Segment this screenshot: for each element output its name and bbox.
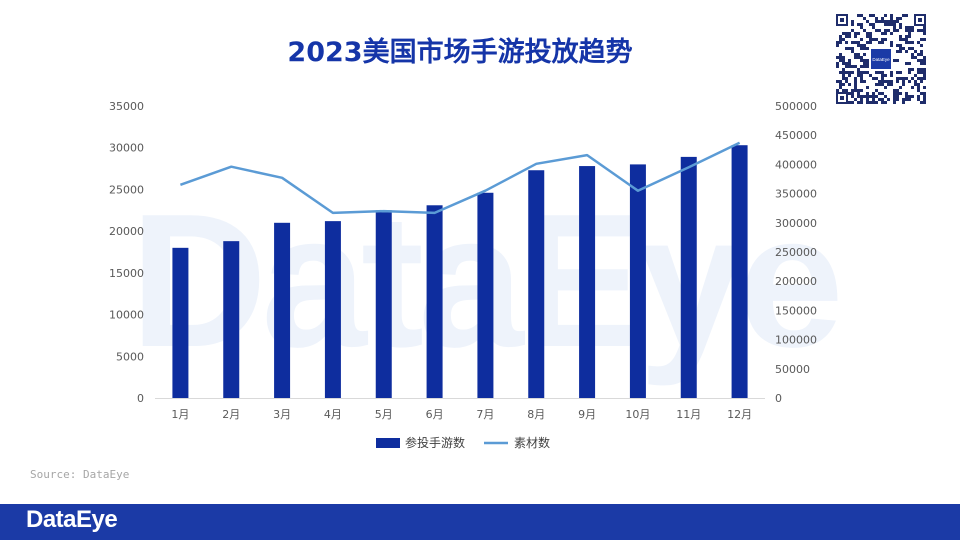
bar — [324, 221, 341, 398]
bar — [172, 247, 189, 398]
bar — [274, 222, 291, 398]
bar — [579, 166, 596, 398]
y-right-tick-label: 50000 — [775, 363, 810, 376]
footer-bar: DataEye — [0, 504, 960, 540]
legend-bar-swatch — [376, 438, 400, 448]
source-note: Source: DataEye — [30, 468, 130, 481]
legend-label: 素材数 — [514, 435, 550, 450]
x-tick-label: 4月 — [324, 408, 342, 421]
x-tick-label: 12月 — [727, 408, 752, 421]
series-line — [179, 141, 741, 215]
y-right-tick-label: 400000 — [775, 158, 817, 171]
y-right-tick-label: 200000 — [775, 275, 817, 288]
y-right-tick-label: 100000 — [775, 334, 817, 347]
x-tick-label: 6月 — [426, 408, 444, 421]
bar — [731, 145, 748, 398]
x-tick-label: 2月 — [222, 408, 240, 421]
qr-code-image: DataEye — [836, 14, 926, 104]
bar — [426, 205, 443, 398]
bar — [477, 192, 494, 398]
y-left-tick-label: 25000 — [109, 183, 144, 196]
y-right-tick-label: 450000 — [775, 129, 817, 142]
bar — [223, 241, 240, 398]
x-tick-label: 11月 — [676, 408, 701, 421]
qr-center-text: DataEye — [872, 57, 890, 62]
chart-title: 2023美国市场手游投放趋势 — [287, 37, 633, 68]
y-right-tick-label: 0 — [775, 392, 782, 405]
y-left-tick-label: 0 — [137, 392, 144, 405]
y-left-tick-label: 15000 — [109, 267, 144, 280]
x-tick-label: 1月 — [171, 408, 189, 421]
y-right-tick-label: 500000 — [775, 100, 817, 113]
y-right-tick-label: 350000 — [775, 188, 817, 201]
y-right-tick-label: 250000 — [775, 246, 817, 259]
y-right-tick-label: 300000 — [775, 217, 817, 230]
qr-center-logo — [871, 49, 891, 69]
x-tick-label: 9月 — [578, 408, 596, 421]
legend-label: 参投手游数 — [405, 435, 465, 450]
y-left-tick-label: 5000 — [116, 350, 144, 363]
y-left-tick-label: 35000 — [109, 100, 144, 113]
bar — [528, 170, 545, 398]
x-tick-label: 5月 — [375, 408, 393, 421]
x-tick-label: 8月 — [527, 408, 545, 421]
x-tick-label: 7月 — [476, 408, 494, 421]
x-tick-label: 10月 — [625, 408, 650, 421]
bar — [629, 164, 646, 398]
y-right-tick-label: 150000 — [775, 304, 817, 317]
bar — [375, 210, 392, 398]
x-tick-label: 3月 — [273, 408, 291, 421]
bar — [680, 156, 697, 398]
y-left-tick-label: 20000 — [109, 225, 144, 238]
y-left-tick-label: 30000 — [109, 142, 144, 155]
footer-logo: DataEye — [26, 506, 118, 533]
y-left-tick-label: 10000 — [109, 309, 144, 322]
